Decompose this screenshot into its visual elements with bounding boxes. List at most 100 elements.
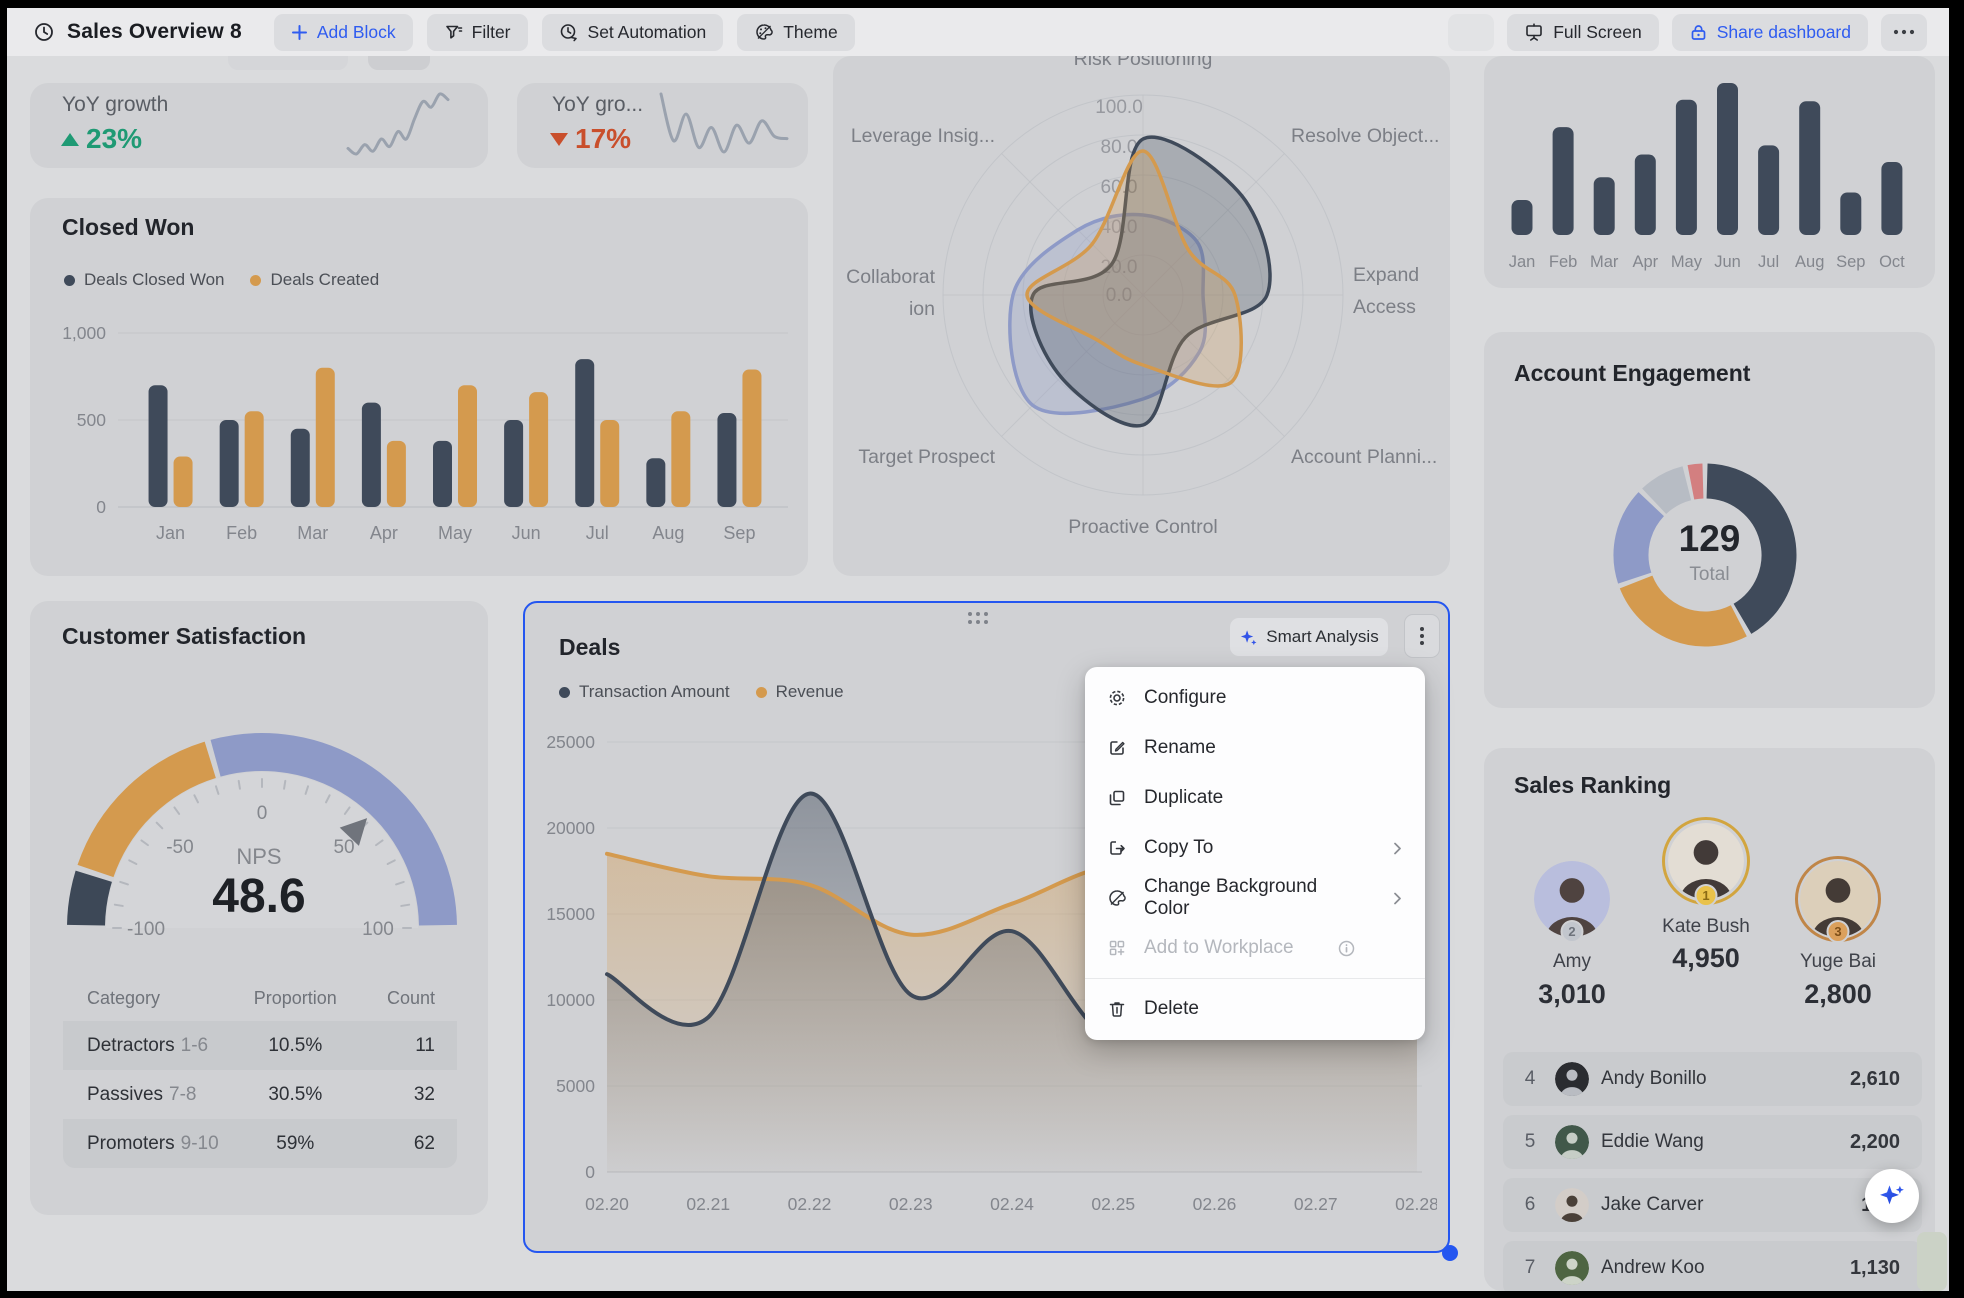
svg-text:Resolve Object...: Resolve Object... bbox=[1291, 125, 1439, 147]
svg-text:Jan: Jan bbox=[156, 523, 185, 543]
menu-item-change-background-color[interactable]: Change Background Color bbox=[1085, 873, 1425, 923]
svg-text:50: 50 bbox=[333, 837, 354, 858]
customer-satisfaction-widget[interactable]: Customer Satisfaction -100 -50 0 50 100 NPS … bbox=[30, 601, 488, 1215]
table-row: Detractors 1-6 10.5% 11 bbox=[63, 1021, 457, 1070]
resize-handle[interactable] bbox=[1442, 1245, 1458, 1261]
menu-item-copy-to[interactable]: Copy To bbox=[1085, 823, 1425, 873]
avatar: 2 bbox=[1534, 861, 1610, 943]
svg-text:Jan: Jan bbox=[1509, 253, 1536, 271]
theme-label: Theme bbox=[783, 21, 838, 42]
nps-table: Category Proportion Count Detractors 1-6 … bbox=[63, 975, 457, 1168]
legend-item: Transaction Amount bbox=[559, 682, 730, 702]
account-engagement-widget[interactable]: Account Engagement 129 Total bbox=[1484, 332, 1935, 708]
history-clock-icon[interactable] bbox=[33, 21, 55, 43]
radar-widget[interactable]: 0.0 20.0 40.0 60.0 80.0 100.0 Risk Positioning… bbox=[833, 56, 1450, 576]
menu-item-label: Add to Workplace bbox=[1144, 937, 1294, 958]
info-icon bbox=[1338, 940, 1354, 956]
full-screen-button[interactable]: Full Screen bbox=[1507, 13, 1659, 51]
legend-dot bbox=[250, 274, 262, 286]
chevron-right-icon bbox=[1394, 842, 1401, 854]
toolbar-blank-button[interactable] bbox=[1448, 13, 1495, 51]
ai-assistant-button[interactable] bbox=[1865, 1169, 1919, 1223]
svg-text:-100: -100 bbox=[127, 919, 165, 940]
podium-entry: Amy 3,010 bbox=[1502, 951, 1642, 1010]
proportion-cell: 59% bbox=[276, 1132, 315, 1154]
count-cell: 11 bbox=[415, 1034, 435, 1056]
svg-text:Jun: Jun bbox=[1714, 253, 1741, 271]
drag-handle[interactable] bbox=[968, 612, 988, 624]
smart-analysis-button[interactable]: Smart Analysis bbox=[1230, 618, 1388, 656]
menu-item-label: Delete bbox=[1144, 998, 1199, 1019]
table-row: Promoters 9-10 59% 62 bbox=[63, 1119, 457, 1168]
col-header: Category bbox=[87, 987, 161, 1008]
monthly-bars-widget[interactable]: Jan Feb Mar Apr May Jun Jul Aug Sep Oct bbox=[1484, 56, 1935, 288]
toolbar-more-button[interactable] bbox=[1881, 13, 1927, 51]
svg-text:Leverage Insig...: Leverage Insig... bbox=[851, 125, 995, 147]
svg-text:Target Prospect: Target Prospect bbox=[858, 446, 995, 468]
legend-item: Deals Closed Won bbox=[64, 270, 224, 290]
kpi-label: YoY gro... bbox=[552, 93, 644, 116]
legend-label: Transaction Amount bbox=[579, 682, 730, 701]
svg-text:1,000: 1,000 bbox=[62, 323, 106, 343]
kpi-card-yoy-growth[interactable]: YoY growth 23% bbox=[30, 83, 488, 168]
kpi-value: 23% bbox=[61, 123, 142, 155]
palette-icon bbox=[1109, 890, 1126, 906]
menu-item-configure[interactable]: Configure bbox=[1085, 673, 1425, 723]
kpi-value-text: 17% bbox=[575, 123, 632, 154]
theme-button[interactable]: Theme bbox=[737, 13, 855, 51]
legend-label: Deals Closed Won bbox=[84, 270, 225, 289]
dashboard-title: Sales Overview 8 bbox=[67, 20, 242, 43]
svg-text:02.23: 02.23 bbox=[889, 1194, 933, 1214]
svg-text:Aug: Aug bbox=[652, 523, 684, 543]
svg-text:02.22: 02.22 bbox=[788, 1194, 832, 1214]
menu-item-delete[interactable]: Delete bbox=[1085, 984, 1425, 1034]
menu-item-label: Configure bbox=[1144, 687, 1227, 708]
svg-text:02.26: 02.26 bbox=[1193, 1194, 1237, 1214]
add-block-button[interactable]: Add Block bbox=[273, 13, 413, 51]
menu-item-add-to-workplace: Add to Workplace bbox=[1085, 923, 1425, 973]
menu-divider bbox=[1085, 978, 1425, 979]
cutoff-card-sliver bbox=[228, 56, 348, 70]
share-dashboard-button[interactable]: Share dashboard bbox=[1671, 13, 1868, 51]
ranking-row: 7 Andrew Koo 1,130 bbox=[1503, 1241, 1922, 1291]
col-header: Proportion bbox=[253, 987, 337, 1008]
podium-entry: Kate Bush 4,950 bbox=[1636, 916, 1776, 974]
closed-won-widget[interactable]: Closed Won Deals Closed Won Deals Create… bbox=[30, 198, 808, 576]
count-cell: 32 bbox=[413, 1083, 435, 1105]
rank-value: 2,200 bbox=[1849, 1130, 1900, 1153]
category-cell: Detractors 1-6 bbox=[87, 1034, 209, 1056]
menu-item-label: Copy To bbox=[1144, 837, 1214, 858]
widget-more-button[interactable] bbox=[1404, 614, 1440, 658]
vertical-dots-icon bbox=[1420, 634, 1424, 638]
svg-text:02.21: 02.21 bbox=[686, 1194, 730, 1214]
rank-value: 1,130 bbox=[1849, 1256, 1900, 1279]
avatar bbox=[1555, 1125, 1589, 1159]
automation-clock-icon bbox=[559, 22, 579, 42]
svg-text:0.0: 0.0 bbox=[1106, 285, 1132, 306]
svg-text:500: 500 bbox=[77, 410, 106, 430]
table-row: Passives 7-8 30.5% 32 bbox=[63, 1070, 457, 1119]
toolbar: Sales Overview 8 Add Block Filter Set Au… bbox=[7, 8, 1949, 56]
svg-text:0: 0 bbox=[257, 803, 268, 824]
add-block-label: Add Block bbox=[316, 21, 396, 42]
svg-text:Collaborat: Collaborat bbox=[846, 266, 935, 288]
kpi-card-yoy-growth-2[interactable]: YoY gro... 17% bbox=[517, 83, 808, 168]
ranking-row: 4 Andy Bonillo 2,610 bbox=[1503, 1052, 1922, 1106]
set-automation-button[interactable]: Set Automation bbox=[541, 13, 724, 51]
svg-text:0: 0 bbox=[96, 497, 106, 517]
menu-item-rename[interactable]: Rename bbox=[1085, 723, 1425, 773]
filter-button[interactable]: Filter bbox=[426, 13, 528, 51]
podium-value: 2,800 bbox=[1804, 979, 1872, 1009]
svg-text:Risk Positioning: Risk Positioning bbox=[1074, 56, 1213, 70]
svg-text:02.28: 02.28 bbox=[1395, 1194, 1437, 1214]
proportion-cell: 30.5% bbox=[268, 1083, 323, 1105]
rank-badge: 3 bbox=[1826, 920, 1850, 943]
filter-label: Filter bbox=[471, 21, 511, 42]
legend-label: Revenue bbox=[775, 682, 844, 701]
sales-ranking-widget[interactable]: Sales Ranking 2 Amy 3,010 1 Kate Bush 4,… bbox=[1484, 748, 1935, 1291]
menu-item-duplicate[interactable]: Duplicate bbox=[1085, 773, 1425, 823]
table-header-row: Category Proportion Count bbox=[63, 975, 457, 1021]
svg-text:Feb: Feb bbox=[1549, 253, 1577, 271]
rank-number: 5 bbox=[1524, 1131, 1536, 1152]
